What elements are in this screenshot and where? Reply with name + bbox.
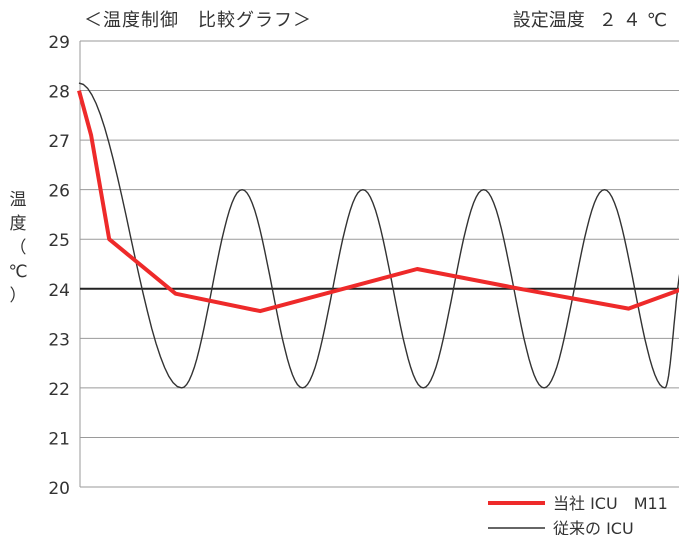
y-tick-label: 24 <box>48 281 70 301</box>
y-tick-label: 20 <box>48 479 70 499</box>
y-tick-label: 21 <box>48 429 70 449</box>
gridlines <box>79 40 679 488</box>
y-axis-label-char: （ <box>9 238 27 258</box>
y-tick-label: 25 <box>48 231 70 251</box>
legend: 当社 ICU M11 従来の ICU <box>488 494 668 535</box>
y-tick-label: 26 <box>48 182 70 202</box>
setpoint-value: ２４℃ <box>598 10 673 31</box>
legend-our-icu-m11-label: 当社 ICU M11 <box>553 494 668 513</box>
y-tick-label: 23 <box>48 330 70 350</box>
y-axis-label-char: ） <box>9 286 27 306</box>
setpoint-label: 設定温度 ２４℃ <box>513 6 673 32</box>
y-tick-label: 29 <box>48 33 70 53</box>
setpoint-caption: 設定温度 <box>512 10 585 31</box>
series-line-our-icu-m11 <box>77 90 679 314</box>
legend-conventional-icu-label: 従来の ICU <box>553 519 634 535</box>
y-axis-label-char: 温 <box>9 190 27 210</box>
y-tick-label: 27 <box>48 132 70 152</box>
y-tick-label: 22 <box>48 380 70 400</box>
y-tick-label: 28 <box>48 83 70 103</box>
y-axis-label-char: ℃ <box>8 262 28 282</box>
y-axis-label-char: 度 <box>9 214 27 234</box>
series-lines <box>77 82 679 389</box>
y-axis-label: 温 度 （ ℃ ） <box>8 188 28 308</box>
y-tick-labels: 20 21 22 23 24 25 26 27 28 29 <box>48 33 70 499</box>
chart-title: ＜温度制御 比較グラフ＞ <box>84 10 312 31</box>
series-line-conventional-icu <box>78 82 679 389</box>
